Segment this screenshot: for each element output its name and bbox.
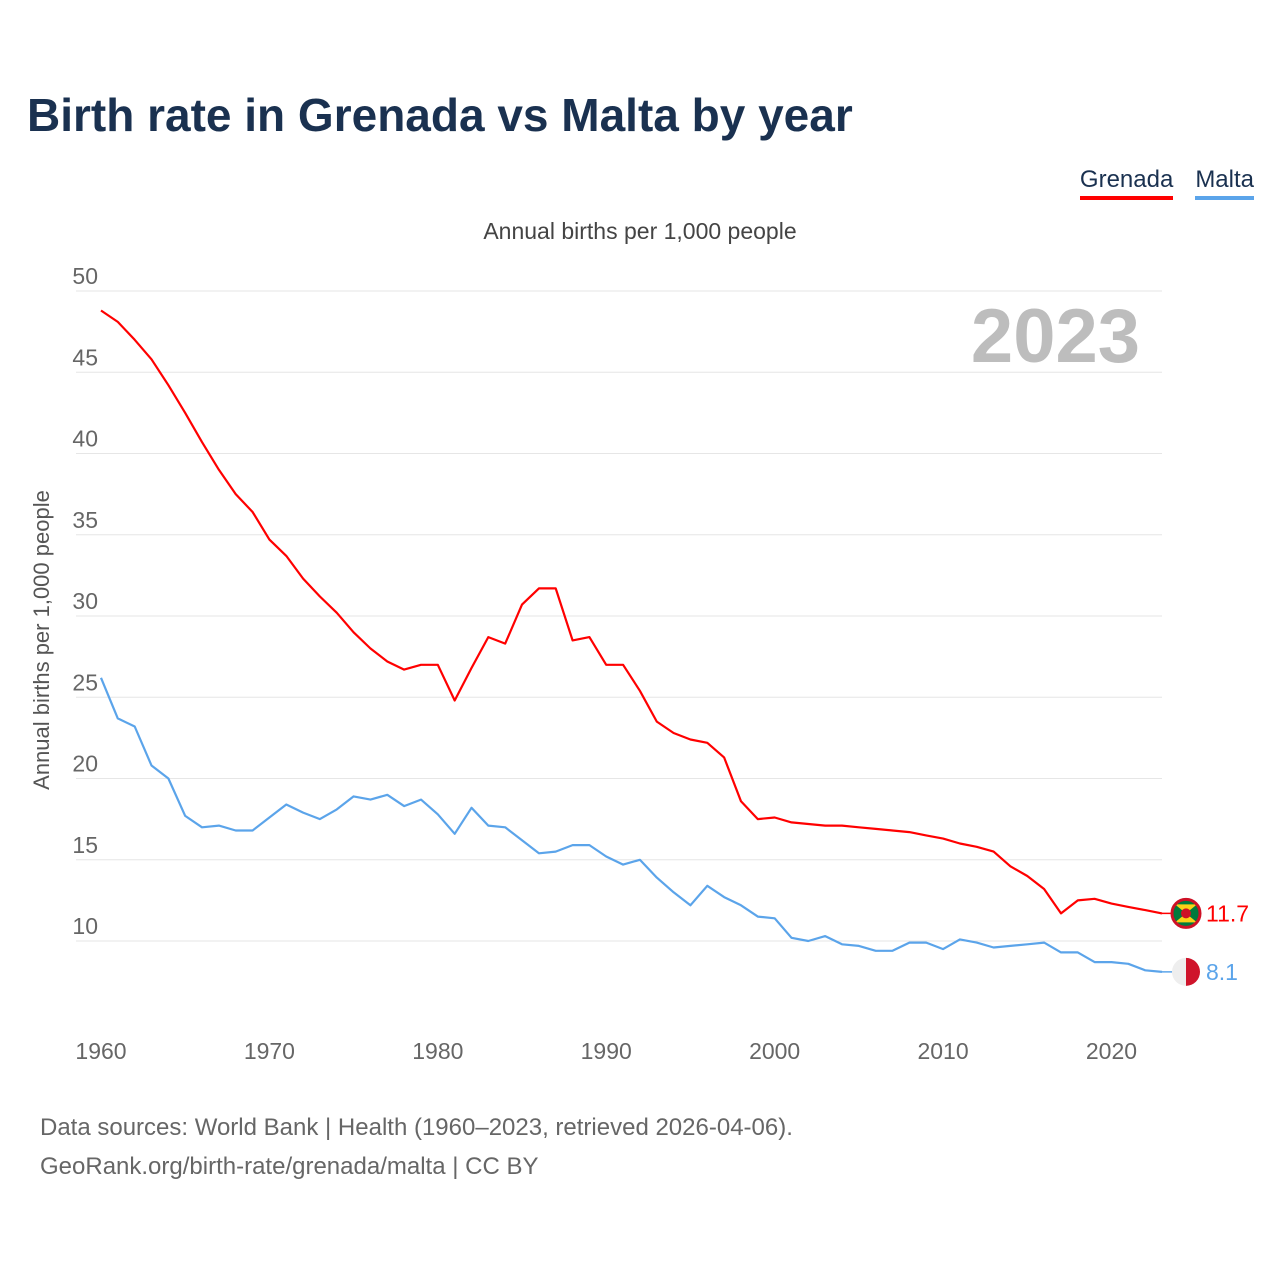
x-tick-label: 2020	[1086, 1038, 1137, 1064]
chart-title: Birth rate in Grenada vs Malta by year	[27, 89, 853, 141]
chart-subtitle: Annual births per 1,000 people	[483, 218, 797, 244]
y-tick-label: 20	[72, 751, 98, 777]
legend: Grenada Malta	[1079, 166, 1254, 200]
y-tick-label: 30	[72, 588, 98, 614]
end-value-label: 8.1	[1206, 959, 1238, 985]
series-line-malta	[99, 677, 1163, 973]
y-tick-label: 25	[72, 669, 98, 695]
source-url: GeoRank.org/birth-rate/grenada/malta | C…	[40, 1153, 539, 1180]
y-tick-label: 15	[72, 832, 98, 858]
data-source: Data sources: World Bank | Health (1960–…	[40, 1114, 793, 1141]
highlight-year: 2023	[971, 294, 1140, 379]
flag-part	[1170, 897, 1202, 929]
flag-part	[1186, 957, 1200, 986]
y-tick-label: 45	[72, 344, 98, 370]
y-tick-label: 35	[72, 507, 98, 533]
legend-item-malta[interactable]: Malta	[1195, 166, 1254, 200]
y-tick-label: 40	[72, 426, 98, 452]
y-tick-label: 10	[72, 913, 98, 939]
x-tick-label: 1970	[244, 1038, 295, 1064]
x-tick-label: 1980	[412, 1038, 463, 1064]
end-value-label: 11.7	[1206, 900, 1249, 926]
y-tick-label: 50	[72, 263, 98, 289]
x-tick-label: 1960	[75, 1038, 126, 1064]
x-tick-label: 2000	[749, 1038, 800, 1064]
footer: Data sources: World Bank | Health (1960–…	[40, 1108, 793, 1186]
flag-part	[1181, 908, 1191, 919]
series-line-grenada	[100, 309, 1163, 915]
x-tick-label: 1990	[581, 1038, 632, 1064]
x-tick-label: 2010	[917, 1038, 968, 1064]
legend-item-grenada[interactable]: Grenada	[1079, 166, 1174, 200]
